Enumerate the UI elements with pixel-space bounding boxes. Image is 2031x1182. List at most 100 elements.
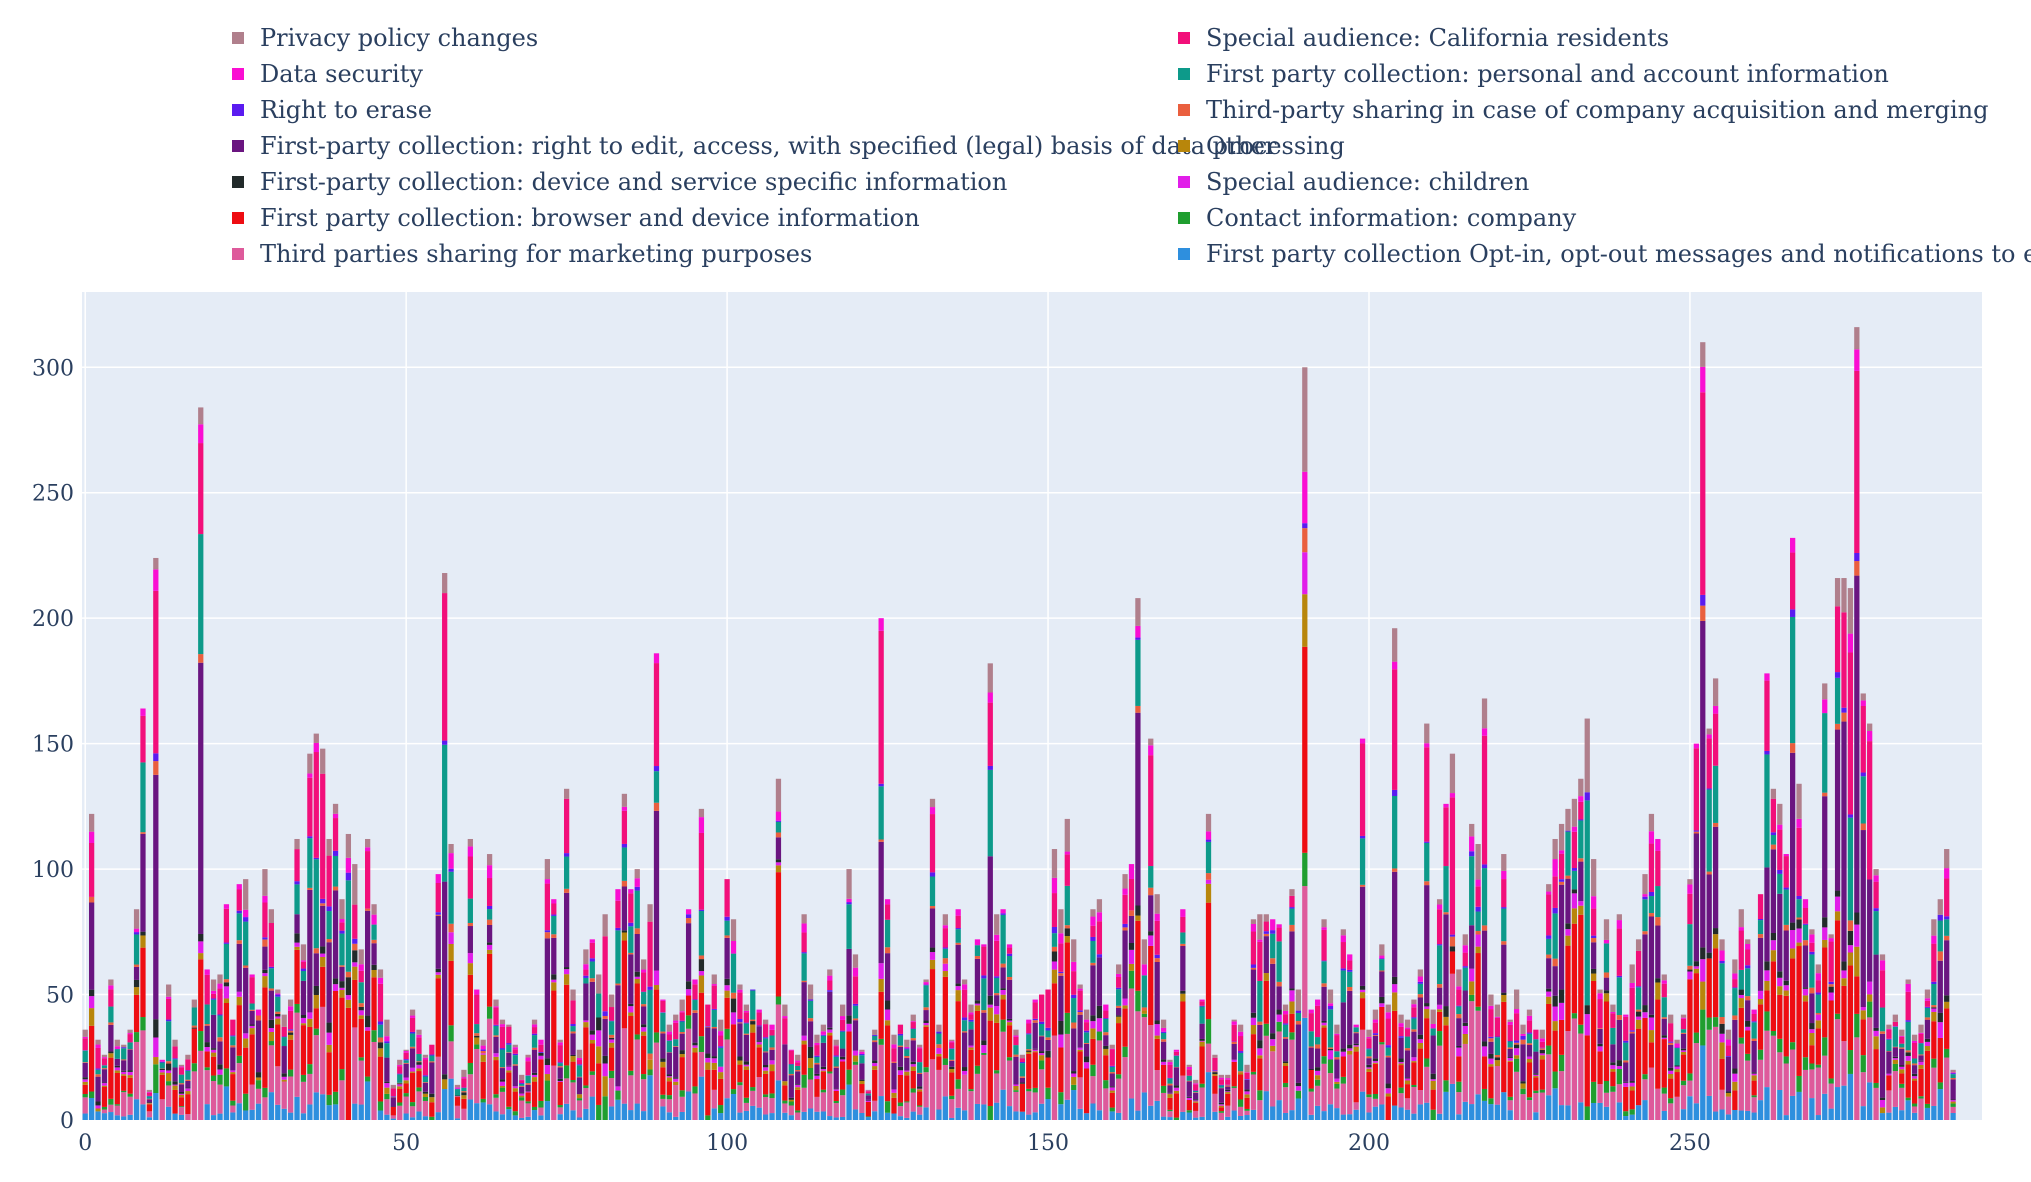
bar-segment (1873, 1036, 1879, 1050)
bar-segment (583, 1020, 589, 1023)
bar-segment (570, 1024, 576, 1027)
bar-segment (1372, 1093, 1379, 1099)
bar-segment (660, 1058, 666, 1062)
legend-swatch (1178, 32, 1190, 44)
bar-segment (243, 879, 249, 910)
legend-item[interactable]: First party collection: browser and devi… (232, 200, 1345, 236)
bar-segment (917, 1114, 923, 1120)
legend-item[interactable]: First party collection: personal and acc… (1178, 56, 2031, 92)
bar-segment (1706, 734, 1712, 739)
bar-segment (994, 1014, 1000, 1023)
bar-segment (1732, 1090, 1738, 1110)
bar-segment (1783, 887, 1789, 890)
bar-segment (833, 1091, 839, 1101)
legend-label: Privacy policy changes (260, 24, 539, 52)
bar-segment (1083, 1030, 1090, 1033)
bar-segment (1379, 958, 1385, 960)
bar-segment (1173, 1051, 1180, 1056)
bar-segment (551, 974, 557, 980)
legend-item[interactable]: First-party collection: right to edit, a… (232, 128, 1345, 164)
bar-segment (1635, 950, 1642, 987)
bar-segment (1257, 1048, 1263, 1056)
bar-segment (1603, 943, 1610, 973)
legend-item[interactable]: Special audience: California residents (1178, 20, 2031, 56)
legend-item[interactable]: Third-party sharing in case of company a… (1178, 92, 2031, 128)
bar-segment (178, 1107, 185, 1115)
bar-segment (724, 985, 730, 991)
bar-segment (409, 1106, 416, 1118)
bar-segment (1886, 1051, 1892, 1052)
bar-segment (1854, 370, 1860, 553)
bar-segment (1244, 1079, 1250, 1080)
bar-segment (840, 1116, 846, 1120)
bar-segment (198, 1050, 204, 1120)
legend-item[interactable]: Other (1178, 128, 2031, 164)
bar-segment (1064, 1099, 1070, 1120)
bar-segment (1366, 1064, 1372, 1068)
bar-segment (641, 1074, 647, 1080)
bar-segment (486, 1006, 493, 1019)
bar-segment (968, 1047, 974, 1050)
bar-segment (1578, 778, 1584, 797)
bar-segment (1911, 1040, 1918, 1043)
bar-segment (1289, 895, 1295, 908)
bar-segment (1385, 1004, 1391, 1013)
bar-segment (1751, 1072, 1757, 1074)
bar-segment (1822, 713, 1828, 793)
bar-segment (1160, 1041, 1167, 1060)
bar-segment (910, 1061, 916, 1065)
bar-segment (1295, 1086, 1302, 1091)
bar-segment (1372, 1009, 1379, 1020)
bar-segment (981, 1012, 987, 1041)
bar-segment (1828, 992, 1834, 1001)
bar-segment (435, 1056, 441, 1113)
legend-item[interactable]: Right to erase (232, 92, 1345, 128)
bar-segment (846, 1023, 852, 1032)
legend-item[interactable]: Third parties sharing for marketing purp… (232, 236, 1345, 272)
bar-segment (1270, 933, 1276, 959)
bar-segment (326, 906, 332, 912)
bar-segment (1950, 1106, 1956, 1114)
bar-segment (1802, 940, 1809, 946)
bar-segment (1327, 1047, 1334, 1049)
bar-segment (358, 964, 364, 971)
legend-item[interactable]: First-party collection: device and servi… (232, 164, 1345, 200)
bar-segment (872, 1063, 878, 1067)
bar-segment (814, 1062, 820, 1065)
bar-segment (814, 1055, 820, 1057)
bar-segment (1867, 741, 1873, 880)
bar-segment (1173, 1093, 1180, 1118)
bar-segment (1526, 1032, 1533, 1034)
bar-segment (1103, 1032, 1109, 1036)
bar-segment (1501, 854, 1507, 871)
legend-item[interactable]: First party collection Opt-in, opt-out m… (1178, 236, 2031, 272)
legend-item[interactable]: Privacy policy changes (232, 20, 1345, 56)
bar-segment (628, 922, 634, 927)
bar-segment (121, 1074, 127, 1076)
bar-segment (121, 1090, 127, 1093)
bar-segment (743, 1070, 749, 1098)
bar-segment (390, 1106, 396, 1116)
legend-item[interactable]: Contact information: company (1178, 200, 2031, 236)
bar-segment (685, 1028, 692, 1092)
bar-segment (1334, 1059, 1340, 1079)
bar-segment (653, 802, 660, 811)
bar-segment (1481, 735, 1488, 865)
bar-segment (1712, 713, 1719, 766)
bar-segment (563, 853, 570, 857)
bar-segment (1321, 929, 1327, 961)
bar-segment (1282, 1038, 1289, 1062)
legend-item[interactable]: Special audience: children (1178, 164, 2031, 200)
bar-segment (1128, 1098, 1135, 1120)
bar-segment (1687, 969, 1693, 972)
bar-segment (1122, 1008, 1128, 1047)
bar-segment (1571, 889, 1578, 894)
bar-segment (557, 1067, 563, 1079)
bar-segment (1302, 523, 1308, 529)
bar-segment (788, 1097, 794, 1100)
legend-item[interactable]: Data security (232, 56, 1345, 92)
bar-segment (782, 1016, 788, 1019)
bar-segment (840, 1031, 846, 1049)
bar-segment (1834, 1013, 1841, 1020)
